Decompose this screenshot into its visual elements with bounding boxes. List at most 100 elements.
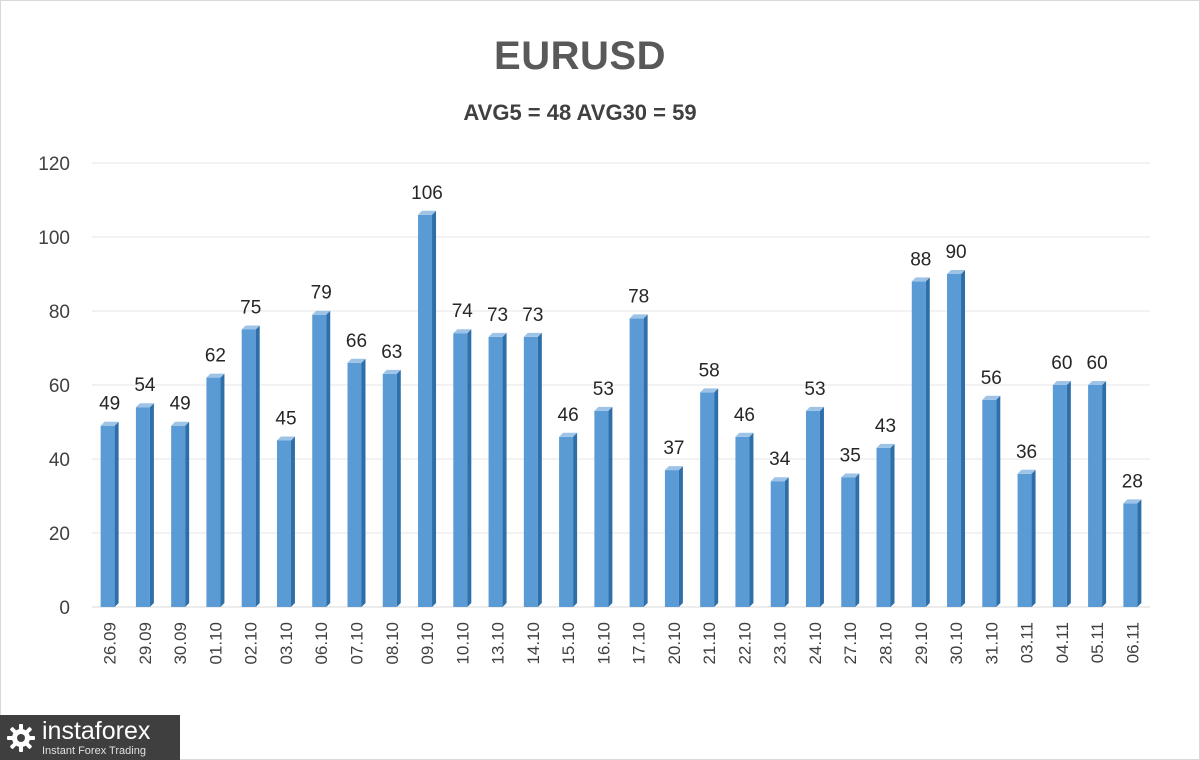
bar [1088, 381, 1107, 607]
data-label: 56 [981, 368, 1002, 389]
logo-name: instaforex [42, 716, 151, 745]
bar-front [523, 336, 538, 607]
bar-side [643, 314, 648, 607]
bar [135, 403, 154, 607]
y-tick-label: 100 [38, 228, 70, 249]
x-tick-label: 28.10 [877, 622, 896, 665]
bar-top [594, 406, 613, 411]
bar [805, 406, 824, 607]
bar-front [664, 470, 679, 607]
bar-side [220, 373, 225, 607]
bar-front [171, 425, 186, 607]
bar-side [185, 421, 190, 607]
bar-top [629, 314, 648, 319]
bar-top [1123, 499, 1142, 504]
data-label: 46 [734, 405, 755, 426]
data-label: 106 [411, 183, 443, 204]
bar-top [876, 443, 895, 448]
bar-side [678, 466, 683, 607]
bar-top [1088, 381, 1107, 385]
bar-side [819, 406, 824, 607]
bar-front [1017, 473, 1032, 607]
x-tick-label: 17.10 [630, 622, 649, 665]
bars [100, 210, 1142, 608]
bar-side [714, 388, 719, 607]
bar-front [1052, 385, 1067, 607]
bar [488, 332, 507, 607]
bar-side [608, 406, 613, 607]
bar-side [502, 332, 507, 607]
bar-top [559, 432, 578, 437]
bar-front [629, 318, 644, 607]
x-tick-label: 24.10 [806, 622, 825, 665]
bar [100, 421, 119, 607]
bar [453, 329, 472, 607]
bar-top [488, 332, 507, 337]
y-tick-label: 40 [49, 450, 70, 471]
bar-side [573, 432, 578, 607]
bar-top [100, 421, 119, 426]
bar-front [206, 377, 221, 607]
bar-side [961, 270, 966, 607]
x-tick-label: 08.10 [383, 622, 402, 665]
bar-side [149, 403, 154, 607]
x-tick-label: 10.10 [453, 622, 472, 665]
bar-front [100, 425, 115, 607]
bar-top [700, 388, 719, 393]
bar [523, 332, 542, 607]
data-label: 28 [1122, 471, 1143, 492]
bar-front [276, 440, 291, 607]
data-label: 73 [487, 305, 508, 326]
data-label: 46 [558, 405, 579, 426]
bar-front [770, 481, 785, 607]
bar [629, 314, 648, 607]
bar-front [1123, 503, 1138, 607]
data-label: 53 [804, 379, 825, 400]
bar [276, 436, 295, 607]
bar [241, 325, 260, 607]
bar [911, 277, 930, 607]
data-label: 49 [99, 394, 120, 415]
bar-top [241, 325, 260, 330]
bar [770, 477, 789, 607]
data-label: 75 [240, 298, 261, 319]
data-label: 58 [699, 360, 720, 381]
chart-title: EURUSD [494, 34, 666, 78]
data-label: 66 [346, 331, 367, 352]
bar [347, 358, 366, 607]
bar-top [453, 329, 472, 334]
bar-front [700, 392, 715, 607]
data-label: 88 [910, 249, 931, 270]
bar-side [396, 369, 401, 607]
bar [735, 432, 754, 607]
bar [382, 369, 401, 607]
bar-chart: 0 20 40 60 80 100 120 49 54 49 62 75 45 79 66 63 106 74 7… [38, 154, 1150, 665]
data-label: 90 [945, 242, 966, 263]
bar-front [876, 447, 891, 607]
bar-side [925, 277, 930, 607]
bar-side [1066, 381, 1071, 607]
y-tick-label: 80 [49, 302, 70, 323]
bar [1052, 381, 1071, 607]
data-label: 62 [205, 346, 226, 367]
bar-front [488, 336, 503, 607]
bar [700, 388, 719, 607]
gear-logo-icon [6, 723, 36, 753]
bar-front [947, 274, 962, 607]
bar [841, 473, 860, 607]
bar [312, 310, 331, 607]
bar [206, 373, 225, 607]
bar-side [1137, 499, 1142, 607]
x-tick-label: 27.10 [841, 622, 860, 665]
x-tick-label: 20.10 [665, 622, 684, 665]
gridlines [92, 162, 1150, 608]
x-tick-label: 05.11 [1088, 622, 1107, 663]
y-tick-label: 20 [49, 524, 70, 545]
x-tick-label: 30.09 [171, 622, 190, 665]
bar-side [361, 358, 366, 607]
bar-top [523, 332, 542, 337]
y-tick-label: 120 [38, 154, 70, 175]
bar-front [1088, 385, 1103, 607]
bar-side [784, 477, 789, 607]
